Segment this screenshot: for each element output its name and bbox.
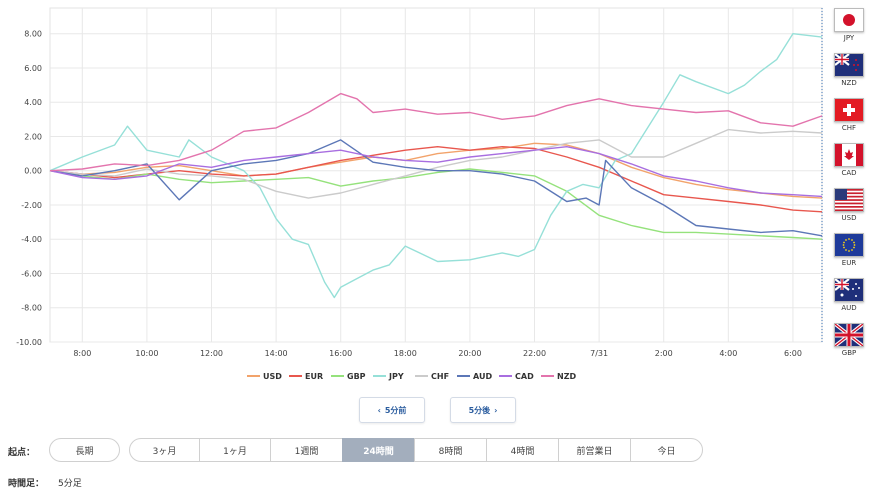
x-tick-label: 18:00	[394, 349, 417, 358]
legend-label: USD	[263, 372, 282, 381]
series-line-gbp	[49, 168, 823, 240]
currency-code-label: USD	[841, 214, 857, 222]
legend-item-cad: CAD	[499, 372, 534, 381]
x-tick-label: 4:00	[719, 349, 737, 358]
currency-toggle-chf[interactable]: CHF	[832, 98, 866, 132]
legend-item-gbp: GBP	[331, 372, 366, 381]
y-tick-label: 4.00	[24, 98, 42, 107]
legend-item-chf: CHF	[415, 372, 449, 381]
chevron-right-icon: ›	[494, 405, 498, 415]
x-tick-label: 14:00	[265, 349, 288, 358]
new-zealand-flag-icon	[834, 53, 864, 77]
currency-code-label: AUD	[841, 304, 857, 312]
x-tick-label: 7/31	[590, 349, 608, 358]
range-option-6[interactable]: 4時間	[486, 438, 559, 462]
legend-item-jpy: JPY	[373, 372, 404, 381]
japan-flag-icon	[834, 8, 864, 32]
currency-toggle-cad[interactable]: CAD	[832, 143, 866, 177]
uk-flag-icon	[834, 323, 864, 347]
currency-toggle-jpy[interactable]: JPY	[832, 8, 866, 42]
y-tick-label: -8.00	[21, 304, 42, 313]
y-tick-label: 6.00	[24, 64, 42, 73]
legend-label: CHF	[431, 372, 449, 381]
currency-toggle-eur[interactable]: EUR	[832, 233, 866, 267]
range-option-1[interactable]: 3ヶ月	[129, 438, 200, 462]
series-line-aud	[49, 139, 823, 237]
legend-label: JPY	[388, 372, 404, 381]
plot-area	[49, 7, 823, 343]
currency-code-label: EUR	[841, 259, 857, 267]
currency-code-label: CAD	[841, 169, 857, 177]
next-5min-button[interactable]: 5分後 ›	[450, 397, 516, 423]
range-option-5[interactable]: 8時間	[414, 438, 487, 462]
legend-item-nzd: NZD	[541, 372, 576, 381]
y-tick-label: -2.00	[21, 201, 42, 210]
legend-item-usd: USD	[247, 372, 282, 381]
currency-code-label: GBP	[841, 349, 857, 357]
x-tick-label: 16:00	[329, 349, 352, 358]
currency-code-label: CHF	[841, 124, 857, 132]
currency-toggle-usd[interactable]: USD	[832, 188, 866, 222]
legend-item-aud: AUD	[457, 372, 492, 381]
series-line-chf	[49, 128, 823, 199]
x-tick-label: 12:00	[200, 349, 223, 358]
y-tick-label: 8.00	[24, 30, 42, 39]
currency-flag-panel: JPY NZD CHF CAD USD EUR AUD GBP	[823, 8, 876, 358]
next-5min-label: 5分後	[468, 405, 491, 415]
y-tick-label: 2.00	[24, 132, 42, 141]
currency-toggle-nzd[interactable]: NZD	[832, 53, 866, 87]
legend-label: CAD	[515, 372, 534, 381]
y-tick-label: -10.00	[16, 338, 42, 347]
x-tick-label: 10:00	[135, 349, 158, 358]
switzerland-flag-icon	[834, 98, 864, 122]
currency-code-label: JPY	[843, 34, 855, 42]
series-line-eur	[49, 145, 823, 213]
currency-code-label: NZD	[841, 79, 857, 87]
x-tick-label: 20:00	[458, 349, 481, 358]
chevron-left-icon: ‹	[377, 405, 381, 415]
series-line-cad	[49, 145, 823, 198]
x-tick-label: 8:00	[73, 349, 91, 358]
legend-label: GBP	[347, 372, 366, 381]
range-option-0[interactable]: 長期	[49, 438, 120, 462]
y-tick-label: -6.00	[21, 269, 42, 278]
currency-toggle-gbp[interactable]: GBP	[832, 323, 866, 357]
y-tick-label: -4.00	[21, 235, 42, 244]
range-option-7[interactable]: 前営業日	[558, 438, 631, 462]
australia-flag-icon	[834, 278, 864, 302]
legend-label: AUD	[473, 372, 492, 381]
legend-item-eur: EUR	[289, 372, 323, 381]
series-line-usd	[49, 142, 823, 199]
currency-strength-chart: 8.00 6.00 4.00 2.00 0.00 -2.00 -4.00 -6.00 -8.00…	[16, 7, 823, 381]
timeframe-value: 5分足	[58, 479, 82, 489]
y-tick-label: 0.00	[24, 167, 42, 176]
eu-flag-icon	[834, 233, 864, 257]
series-line-jpy	[49, 33, 823, 299]
range-option-8[interactable]: 今日	[630, 438, 703, 462]
legend-label: EUR	[305, 372, 323, 381]
range-option-2[interactable]: 1ヶ月	[199, 438, 271, 462]
x-tick-label: 6:00	[784, 349, 802, 358]
start-point-label: 起点：	[8, 448, 36, 458]
usa-flag-icon	[834, 188, 864, 212]
x-tick-label: 2:00	[655, 349, 673, 358]
range-option-3[interactable]: 1週間	[270, 438, 343, 462]
range-option-4[interactable]: 24時間	[342, 438, 415, 462]
timeframe-label: 時間足：	[8, 479, 45, 489]
x-tick-label: 22:00	[523, 349, 546, 358]
currency-toggle-aud[interactable]: AUD	[832, 278, 866, 312]
prev-5min-button[interactable]: ‹ 5分前	[359, 397, 425, 423]
canada-flag-icon	[834, 143, 864, 167]
legend-label: NZD	[557, 372, 576, 381]
series-line-nzd	[49, 92, 823, 172]
prev-5min-label: 5分前	[384, 405, 407, 415]
